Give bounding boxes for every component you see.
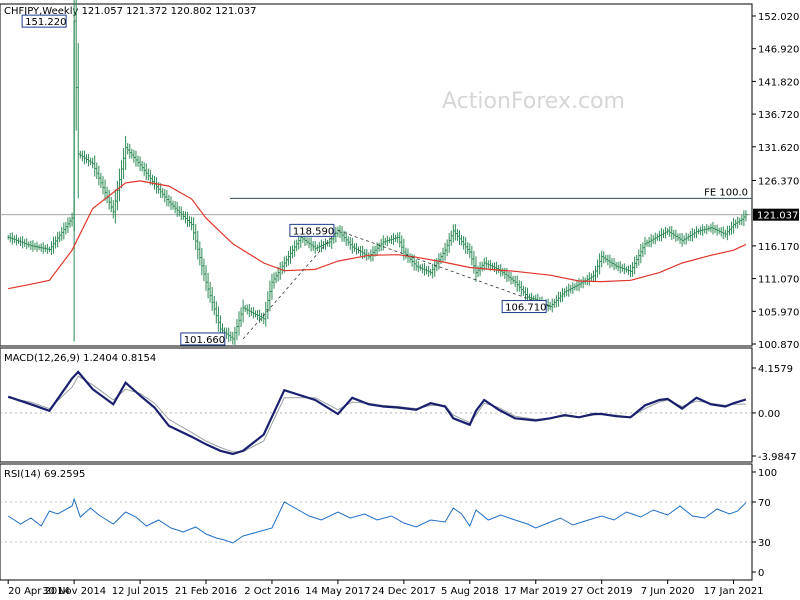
rsi-panel-frame xyxy=(0,463,753,581)
annotation-label: 151.220 xyxy=(25,17,66,28)
price-reference-lines: FE 100.0 xyxy=(0,187,752,216)
macd-main-line xyxy=(7,370,747,456)
time-tick-label: 27 Oct 2019 xyxy=(571,586,633,597)
price-tick-label: 141.820 xyxy=(758,77,799,88)
price-tick-label: 105.970 xyxy=(758,307,799,318)
time-tick-label: 17 Jan 2021 xyxy=(704,586,764,597)
moving-average-series xyxy=(8,180,747,290)
price-tick-label: 111.070 xyxy=(758,275,799,286)
annotation-box xyxy=(180,332,226,346)
last-price-label: 121.037 xyxy=(757,211,798,222)
macd-title: MACD(12,26,9) 1.2404 0.8154 xyxy=(4,353,156,364)
macd-tick-label: -3.9847 xyxy=(758,452,797,463)
time-tick-label: 5 Aug 2018 xyxy=(441,586,499,597)
watermark: ActionForex.com xyxy=(442,89,625,114)
price-panel-frame xyxy=(0,3,753,347)
wave-projection-line xyxy=(242,229,551,340)
rsi-title: RSI(14) 69.2595 xyxy=(4,469,85,480)
macd-tick-label: 4.1579 xyxy=(758,364,793,375)
time-tick-label: 20 Apr 2014 xyxy=(8,586,70,597)
time-tick-label: 2 Oct 2016 xyxy=(244,586,299,597)
annotation-box xyxy=(289,223,335,237)
moving-average-line xyxy=(8,180,747,290)
price-tick-label: 152.020 xyxy=(758,12,799,23)
price-tick-label: 146.920 xyxy=(758,45,799,56)
time-tick-label: 14 May 2017 xyxy=(305,586,370,597)
price-axis: 152.020 146.920 141.820 136.720 131.620 126.3… xyxy=(752,12,799,351)
price-chart-title: CHFJPY,Weekly 121.057 121.372 120.802 12… xyxy=(4,6,257,17)
rsi-tick-label: 0 xyxy=(758,568,764,579)
price-tick-label: 136.720 xyxy=(758,110,799,121)
price-annotations: 151.220 101.660 118.590 106.710 xyxy=(21,14,547,346)
macd-axis: 4.1579 0.00 -3.9847 xyxy=(752,364,797,463)
rsi-line xyxy=(7,497,747,544)
last-price-box xyxy=(753,208,799,221)
fe-line-label: FE 100.0 xyxy=(704,187,748,198)
time-tick-label: 12 Jul 2015 xyxy=(112,586,169,597)
rsi-tick-label: 30 xyxy=(758,538,771,549)
price-tick-label: 131.620 xyxy=(758,143,799,154)
time-tick-label: 21 Feb 2016 xyxy=(175,586,237,597)
annotation-label: 106.710 xyxy=(505,303,546,314)
time-tick-label: 7 Jun 2020 xyxy=(641,586,695,597)
rsi-tick-label: 100 xyxy=(758,468,777,479)
rsi-tick-label: 70 xyxy=(758,498,771,509)
price-tick-label: 116.170 xyxy=(758,242,799,253)
annotation-box xyxy=(21,14,67,28)
time-tick-label: 24 Dec 2017 xyxy=(372,586,436,597)
macd-tick-label: 0.00 xyxy=(758,409,780,420)
time-tick-label: 30 Nov 2014 xyxy=(42,586,106,597)
rsi-series xyxy=(0,497,752,544)
macd-panel-frame xyxy=(0,347,753,463)
rsi-axis: 100 70 30 0 xyxy=(752,468,777,579)
annotation-box xyxy=(501,300,547,314)
time-tick-label: 17 Mar 2019 xyxy=(504,586,567,597)
price-series xyxy=(7,0,748,345)
price-tick-label: 126.370 xyxy=(758,176,799,187)
macd-series xyxy=(0,370,752,456)
annotation-label: 101.660 xyxy=(184,335,225,346)
wave-projection xyxy=(242,229,551,340)
price-tick-label: 100.870 xyxy=(758,340,799,351)
annotation-label: 118.590 xyxy=(293,226,334,237)
